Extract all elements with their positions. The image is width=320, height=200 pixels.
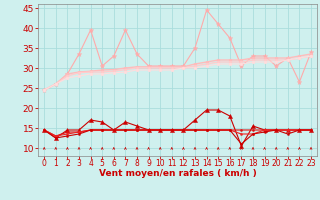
X-axis label: Vent moyen/en rafales ( km/h ): Vent moyen/en rafales ( km/h ) [99,169,256,178]
